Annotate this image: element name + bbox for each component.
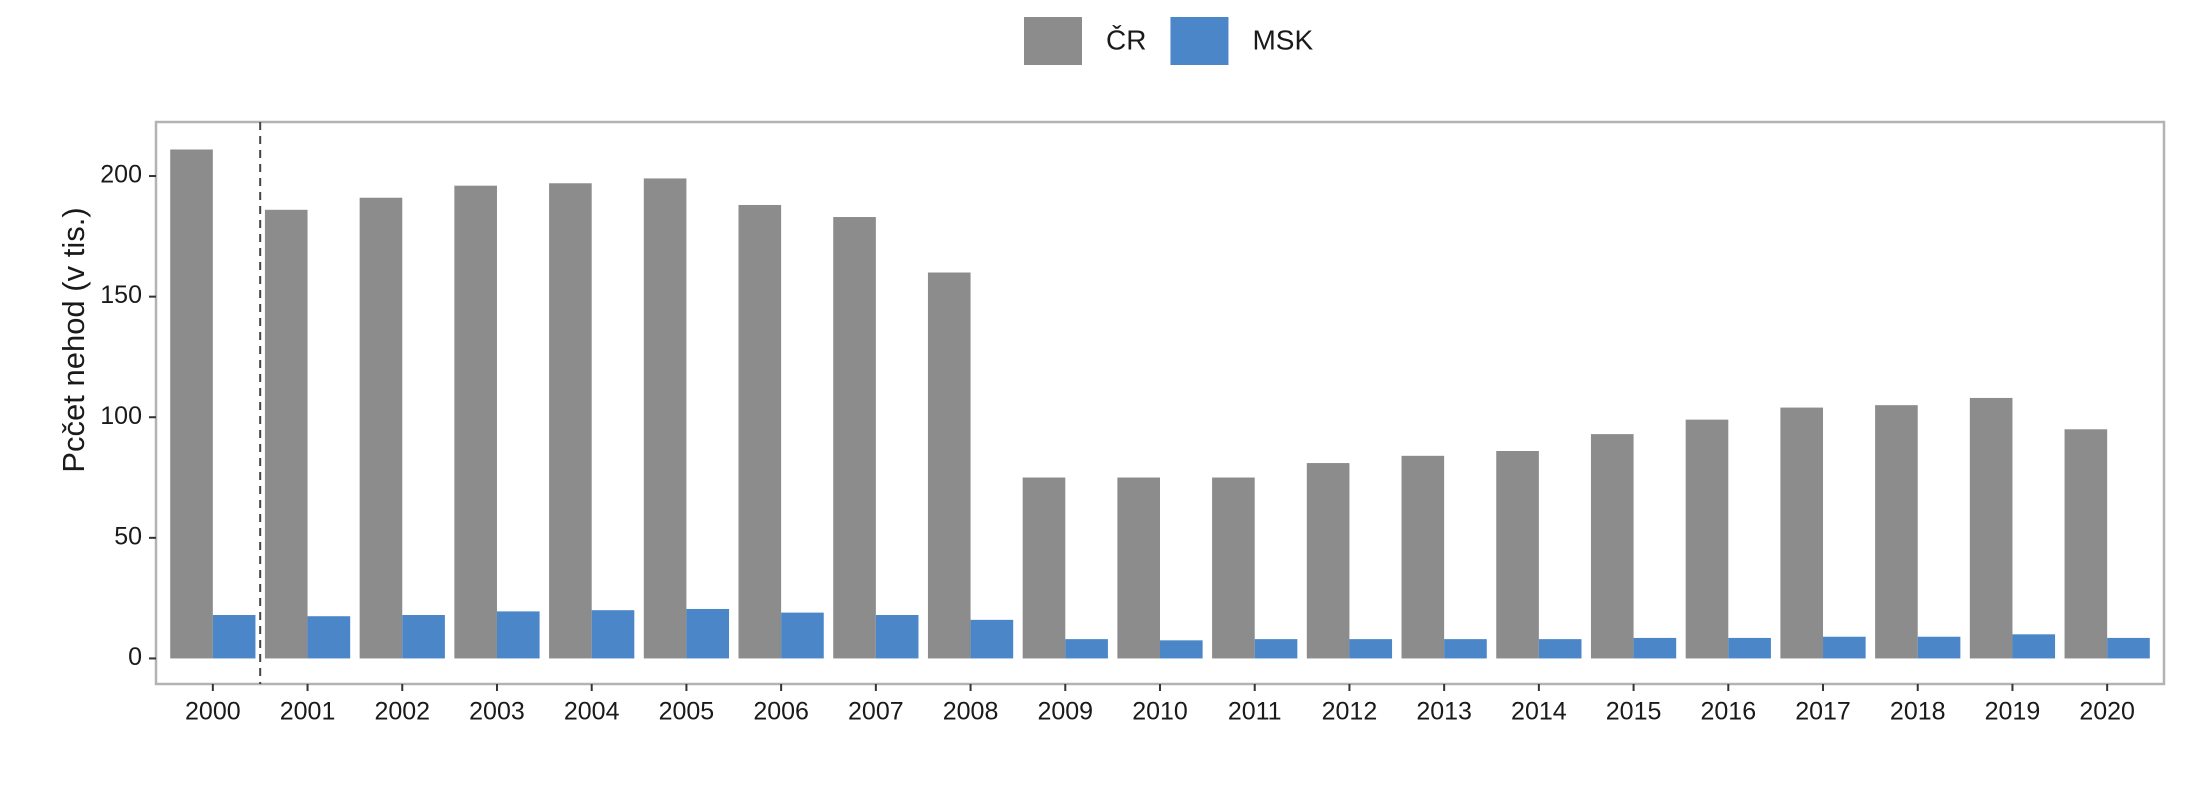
x-tick-label: 2006 xyxy=(753,698,809,726)
bar xyxy=(1022,477,1066,659)
bar xyxy=(1349,639,1393,659)
x-tick-label: 2008 xyxy=(943,698,999,726)
legend-swatch xyxy=(1170,17,1229,65)
x-tick-label: 2013 xyxy=(1416,698,1472,726)
bar xyxy=(1538,639,1582,659)
bar xyxy=(359,197,403,659)
x-tick-label: 2011 xyxy=(1228,698,1282,726)
bar xyxy=(170,149,213,659)
bar xyxy=(1065,639,1108,659)
bar xyxy=(2064,429,2108,659)
bar xyxy=(781,612,824,659)
x-tick-label: 2001 xyxy=(280,698,336,726)
bar xyxy=(1117,477,1160,659)
bar xyxy=(2012,634,2056,659)
bar xyxy=(454,185,497,659)
x-tick-label: 2007 xyxy=(848,698,904,726)
bar xyxy=(1728,637,1771,659)
x-tick-label: 2002 xyxy=(374,698,430,726)
bar xyxy=(927,272,971,659)
bar xyxy=(970,619,1014,659)
bar xyxy=(643,178,687,659)
legend-label: MSK xyxy=(1252,24,1313,55)
x-tick-label: 2004 xyxy=(564,698,620,726)
bar xyxy=(1212,477,1255,659)
bar xyxy=(833,217,876,659)
x-tick-label: 2018 xyxy=(1890,698,1946,726)
x-tick-label: 2005 xyxy=(659,698,715,726)
x-tick-label: 2003 xyxy=(469,698,525,726)
x-tick-label: 2012 xyxy=(1322,698,1378,726)
bar xyxy=(686,608,730,659)
legend-swatch xyxy=(1024,17,1082,65)
bar xyxy=(1444,639,1487,659)
bar xyxy=(1633,637,1677,659)
bar xyxy=(212,615,256,659)
bar xyxy=(738,204,782,659)
x-tick-label: 2015 xyxy=(1606,698,1662,726)
bar xyxy=(1780,407,1824,659)
bar xyxy=(1401,455,1445,659)
bar xyxy=(1254,639,1298,659)
bar xyxy=(1306,463,1350,659)
bar xyxy=(264,209,308,659)
bar xyxy=(1160,640,1203,659)
bar xyxy=(1823,636,1866,659)
x-tick-label: 2017 xyxy=(1795,698,1851,726)
x-tick-label: 2000 xyxy=(185,698,241,726)
bar xyxy=(549,183,592,659)
bar xyxy=(1875,405,1918,659)
y-tick-label: 150 xyxy=(100,281,142,309)
bar xyxy=(2107,637,2150,659)
y-axis-label: Pcčet nehod (v tis.) xyxy=(56,207,91,472)
bar xyxy=(402,615,445,659)
bar xyxy=(496,611,540,659)
y-tick-label: 50 xyxy=(114,522,142,550)
y-tick-label: 200 xyxy=(100,161,142,189)
x-tick-label: 2010 xyxy=(1132,698,1188,726)
bar xyxy=(875,615,919,659)
x-tick-label: 2016 xyxy=(1700,698,1756,726)
bar xyxy=(1496,450,1539,659)
bar xyxy=(1917,636,1961,659)
legend-label: ČR xyxy=(1106,24,1146,55)
bar xyxy=(1969,397,2013,659)
y-tick-label: 100 xyxy=(100,402,142,430)
y-tick-label: 0 xyxy=(128,643,142,671)
bar xyxy=(1685,419,1729,659)
x-tick-label: 2019 xyxy=(1985,698,2041,726)
bar xyxy=(307,616,351,659)
x-tick-label: 2020 xyxy=(2079,698,2135,726)
x-tick-label: 2014 xyxy=(1511,698,1567,726)
bar xyxy=(1590,434,1634,659)
bar xyxy=(591,610,635,659)
x-tick-label: 2009 xyxy=(1037,698,1093,726)
